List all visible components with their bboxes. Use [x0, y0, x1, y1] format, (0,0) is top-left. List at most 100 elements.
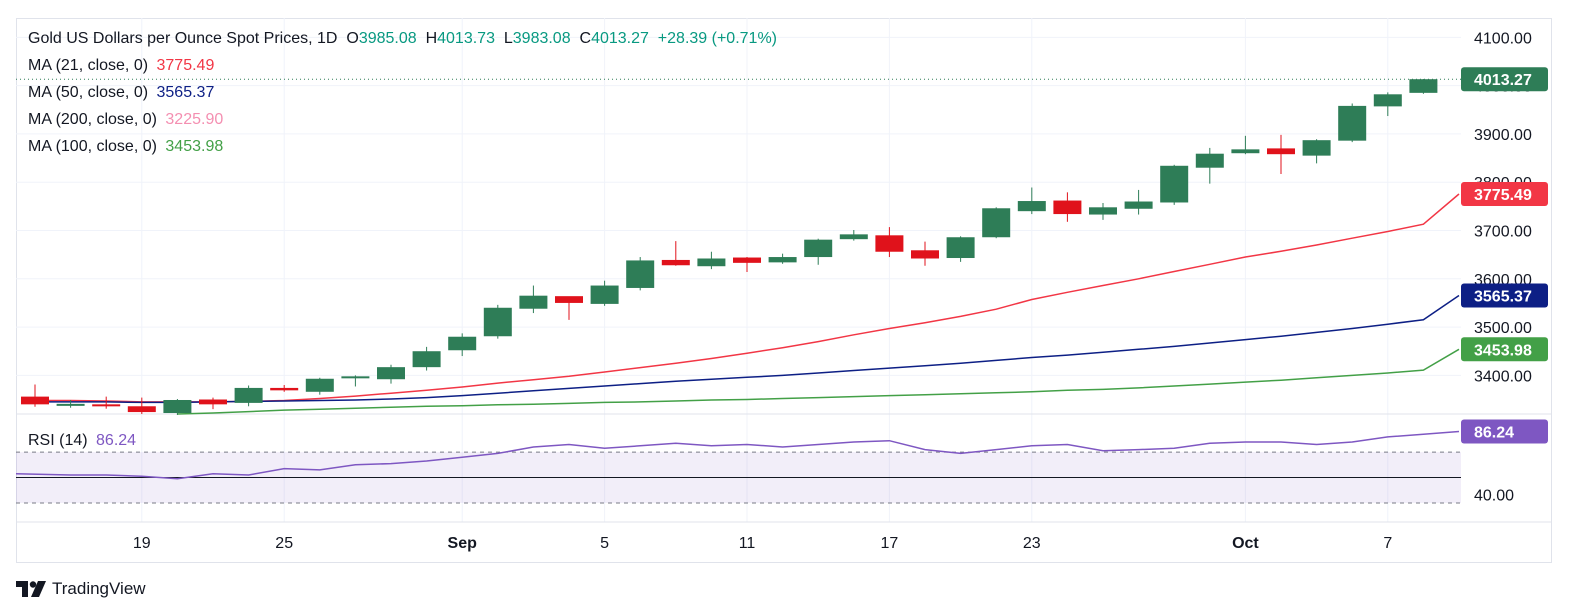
time-axis-tick: 5 — [600, 535, 609, 552]
candle — [1195, 147, 1224, 184]
ma-21-tag-text: 3775.49 — [1474, 187, 1532, 204]
candle-body — [911, 250, 939, 259]
candle-body — [92, 404, 121, 407]
chart-interval: 1D — [317, 30, 338, 47]
candle-body — [697, 258, 726, 267]
ma-legend-200[interactable]: MA (200, close, 0) 3225.90 — [28, 111, 223, 129]
last-price-tag-text: 4013.27 — [1474, 72, 1532, 89]
candle-body — [1017, 201, 1046, 212]
chart-header-legend: Gold US Dollars per Ounce Spot Prices, 1… — [28, 30, 777, 47]
candle-body — [270, 387, 299, 391]
candle-body — [1302, 140, 1331, 156]
time-axis-tick: 23 — [1023, 535, 1041, 552]
candle-body — [1267, 148, 1295, 155]
candle-body — [1124, 201, 1153, 209]
last-price-tag-box — [1461, 67, 1548, 92]
close-value: 4013.27 — [591, 30, 649, 47]
high-value: 4013.73 — [437, 30, 495, 47]
candle — [519, 285, 548, 314]
candle — [1017, 187, 1046, 215]
candle-body — [1053, 200, 1082, 215]
ma-legend-21-value: 3775.49 — [156, 57, 215, 74]
ma-100-tag-text: 3453.98 — [1474, 342, 1532, 359]
candle-body — [1409, 79, 1438, 93]
candle-body — [590, 285, 619, 304]
candle-body — [21, 396, 49, 405]
candle — [92, 396, 121, 409]
time-axis-tick: 11 — [739, 535, 756, 552]
candle — [377, 364, 405, 384]
open-label: O — [346, 30, 359, 47]
candle — [199, 397, 227, 410]
ma-legend-50-name: MA (50, close, 0) — [28, 84, 149, 101]
candle-body — [199, 399, 227, 405]
ma-legend-50[interactable]: MA (50, close, 0) 3565.37 — [28, 84, 214, 102]
candle — [733, 257, 761, 273]
time-axis-tick: Oct — [1232, 535, 1259, 552]
rsi-line — [15, 430, 1460, 480]
candle-body — [412, 351, 441, 368]
ma-legend-21[interactable]: MA (21, close, 0) 3775.49 — [28, 57, 214, 75]
candle — [1409, 78, 1438, 94]
tradingview-logo[interactable]: TradingView — [16, 579, 146, 599]
low-value: 3983.08 — [512, 30, 571, 47]
open-value: 3985.08 — [358, 30, 417, 47]
price-axis-tick: 3900.00 — [1474, 127, 1532, 144]
candle-body — [875, 235, 904, 252]
price-axis-tick: 3500.00 — [1474, 320, 1532, 337]
candle-body — [1195, 153, 1224, 168]
candle-body — [1089, 207, 1117, 215]
time-axis-tick: Sep — [448, 535, 478, 552]
change-value: +28.39 (+0.71%) — [657, 30, 777, 47]
candle-body — [804, 239, 833, 258]
candle — [305, 377, 334, 395]
candle-body — [483, 307, 512, 337]
candle-body — [1231, 149, 1260, 154]
candle — [590, 280, 619, 306]
candle — [697, 251, 726, 270]
ma-legend-100[interactable]: MA (100, close, 0) 3453.98 — [28, 138, 223, 156]
rsi-tag-box — [1461, 419, 1548, 444]
candle — [1302, 139, 1331, 164]
candle — [21, 384, 49, 407]
ma-21-tag: 3775.49 — [1461, 182, 1548, 207]
candle — [875, 227, 904, 258]
candle-body — [626, 260, 655, 288]
time-axis-tick: 19 — [133, 535, 151, 552]
candle-body — [1338, 105, 1367, 141]
candle — [1124, 189, 1153, 215]
candle-body — [946, 237, 975, 259]
ma-legend-200-value: 3225.90 — [165, 111, 224, 128]
candle — [555, 296, 583, 320]
candle — [982, 207, 1011, 239]
chart-title: Gold US Dollars per Ounce Spot Prices — [28, 30, 309, 47]
ma-100-tag-box — [1461, 337, 1548, 362]
candle-body — [234, 387, 263, 403]
ma-50-tag: 3565.37 — [1461, 283, 1548, 308]
close-label: C — [579, 30, 592, 47]
ma-21-tag-box — [1461, 182, 1548, 207]
candle — [946, 236, 975, 262]
candle-body — [1373, 94, 1402, 107]
ma-50-tag-box — [1461, 283, 1548, 308]
candle-body — [519, 295, 548, 309]
candle — [1231, 135, 1260, 155]
high-label: H — [425, 30, 438, 47]
rsi-legend[interactable]: RSI (14) 86.24 — [28, 432, 136, 450]
candle-body — [1160, 165, 1189, 203]
candle — [839, 230, 868, 241]
price-axis-tick: 3400.00 — [1474, 368, 1532, 385]
candle — [234, 385, 263, 407]
tradingview-logo-icon — [16, 581, 46, 597]
candle-body — [377, 367, 405, 380]
candle — [1089, 202, 1117, 220]
ma-legend-100-name: MA (100, close, 0) — [28, 138, 157, 155]
rsi-legend-value: 86.24 — [96, 432, 137, 449]
candle — [1373, 92, 1402, 117]
candle-body — [733, 257, 761, 263]
price-axis-tick: 4100.00 — [1474, 30, 1532, 47]
ma-legend-200-name: MA (200, close, 0) — [28, 111, 157, 128]
ma-100-tag: 3453.98 — [1461, 337, 1548, 362]
candle — [768, 253, 797, 264]
